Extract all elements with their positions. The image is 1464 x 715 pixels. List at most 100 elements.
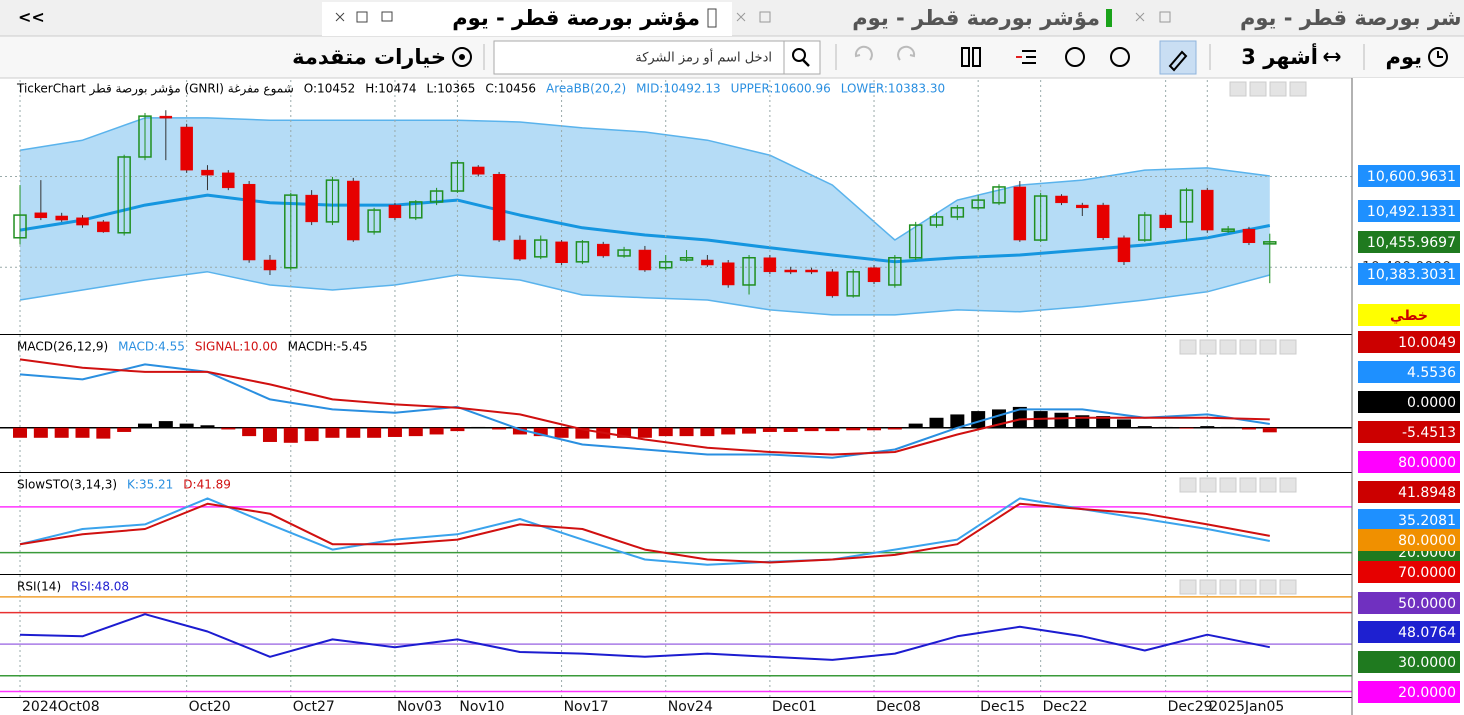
histogram-bar	[617, 427, 632, 438]
value-box	[1358, 481, 1460, 503]
search-box[interactable]	[493, 40, 821, 75]
panel-button	[1219, 477, 1237, 493]
histogram-bar	[1241, 427, 1256, 430]
candle-body	[492, 173, 506, 241]
indicator-line	[19, 502, 1270, 564]
tab-title[interactable]: شر بورصة قطر - يوم	[1240, 6, 1462, 30]
x-tick-label: Dec15	[980, 699, 1025, 715]
candle-body	[950, 207, 965, 218]
candle-body	[721, 262, 735, 286]
legend-entry: LOWER:10383.30	[841, 82, 945, 96]
value-box	[1358, 421, 1460, 443]
x-tick-label: Dec01	[772, 699, 817, 715]
candle-body	[929, 216, 944, 226]
value-box-label: 10,455.9697	[1367, 235, 1456, 251]
clock-icon[interactable]	[1428, 47, 1448, 67]
histogram-bar	[575, 427, 590, 439]
candle-body	[971, 199, 985, 209]
histogram-bar	[783, 427, 798, 432]
compare-icon-part	[972, 47, 981, 67]
histogram-bar	[887, 427, 902, 430]
search-placeholder[interactable]: ادخل اسم أو رمز الشركة	[635, 49, 772, 66]
candle-body	[679, 256, 694, 261]
value-box-label: 35.2081	[1398, 513, 1456, 529]
histogram-bar	[262, 427, 277, 442]
histogram-bar	[33, 427, 48, 438]
auto-icon[interactable]	[1065, 47, 1085, 67]
panel-button	[1219, 339, 1237, 355]
tab-title[interactable]: مؤشر بورصة قطر - يوم	[452, 6, 700, 30]
histogram-bar	[450, 427, 465, 432]
candle-body	[117, 156, 131, 234]
compare-icon[interactable]	[961, 47, 970, 67]
gear-icon[interactable]	[452, 47, 472, 67]
tab-marker	[1106, 9, 1112, 27]
search-icon-handle	[802, 59, 810, 67]
legend-entry: UPPER:10600.96	[731, 82, 831, 96]
value-box-label: 48.0764	[1398, 625, 1456, 641]
histogram-bar	[1158, 426, 1173, 428]
histogram-bar	[367, 427, 382, 438]
value-box-label: خطي	[1390, 308, 1428, 324]
candle-body	[1076, 204, 1089, 209]
range-icon[interactable]	[1323, 52, 1341, 62]
candle-body	[784, 269, 797, 273]
legend-entry: MACD(26,12,9)	[17, 340, 108, 354]
indicator-line	[19, 613, 1270, 661]
value-box	[1358, 263, 1460, 285]
collapse-tabs[interactable]: <<	[18, 8, 45, 27]
histogram-bar	[221, 427, 236, 430]
legend-entry: TickerChart مؤشر بورصة قطر (GNRI) شموع م…	[16, 82, 294, 97]
band-upper	[19, 117, 1270, 241]
value-box	[1358, 361, 1460, 383]
interval[interactable]: يوم	[1386, 45, 1422, 69]
candle-body	[138, 115, 152, 158]
candle-body	[992, 186, 1006, 204]
indicator-icon[interactable]	[1110, 47, 1130, 67]
x-tick-label: 2024Oct08	[22, 699, 100, 715]
panel-button	[1259, 579, 1277, 595]
tab-title[interactable]: مؤشر بورصة قطر - يوم	[852, 6, 1100, 30]
histogram-bar	[658, 427, 673, 437]
value-box	[1358, 592, 1460, 614]
undo-icon[interactable]	[854, 45, 873, 61]
histogram-bar	[1262, 427, 1277, 433]
candle-body	[534, 239, 548, 258]
period[interactable]: 3 أشهر	[1241, 42, 1318, 69]
legend-entry: O:10452	[304, 82, 355, 96]
candle-body	[763, 257, 777, 273]
histogram-bar	[158, 421, 173, 428]
panel-button	[1289, 81, 1307, 97]
candle-body	[805, 269, 818, 273]
x-tick-label: Dec29	[1168, 699, 1213, 715]
candle-body	[1117, 237, 1131, 263]
value-box-label: 80.0000	[1398, 533, 1456, 549]
value-box-label: -5.4513	[1402, 425, 1456, 441]
x-tick-label: Oct20	[189, 699, 231, 715]
candle-body	[34, 212, 48, 219]
candle-body	[1055, 195, 1068, 204]
redo-icon[interactable]	[897, 45, 916, 61]
candle-body	[263, 259, 277, 271]
candle-body	[1179, 189, 1194, 223]
candle-body	[388, 204, 402, 219]
candle-body	[180, 126, 193, 171]
panel-button	[1239, 579, 1257, 595]
candle-body	[596, 243, 610, 257]
candle-body	[742, 256, 756, 286]
advanced-options[interactable]: خيارات متقدمة	[292, 45, 446, 69]
histogram-bar	[1179, 427, 1194, 429]
search-icon[interactable]	[792, 48, 806, 62]
value-box-label: 10,492.1331	[1367, 204, 1456, 220]
panel-button	[1229, 81, 1247, 97]
histogram-bar	[929, 417, 944, 428]
active-tab[interactable]	[322, 2, 732, 36]
lines-icon[interactable]	[1022, 50, 1036, 64]
legend-entry: L:10365	[426, 82, 475, 96]
candle-body	[888, 256, 902, 286]
histogram-bar	[54, 427, 69, 438]
candle-body	[638, 249, 652, 271]
panel-button	[1239, 477, 1257, 493]
candle-body	[347, 180, 360, 241]
candle-body	[1242, 228, 1256, 244]
